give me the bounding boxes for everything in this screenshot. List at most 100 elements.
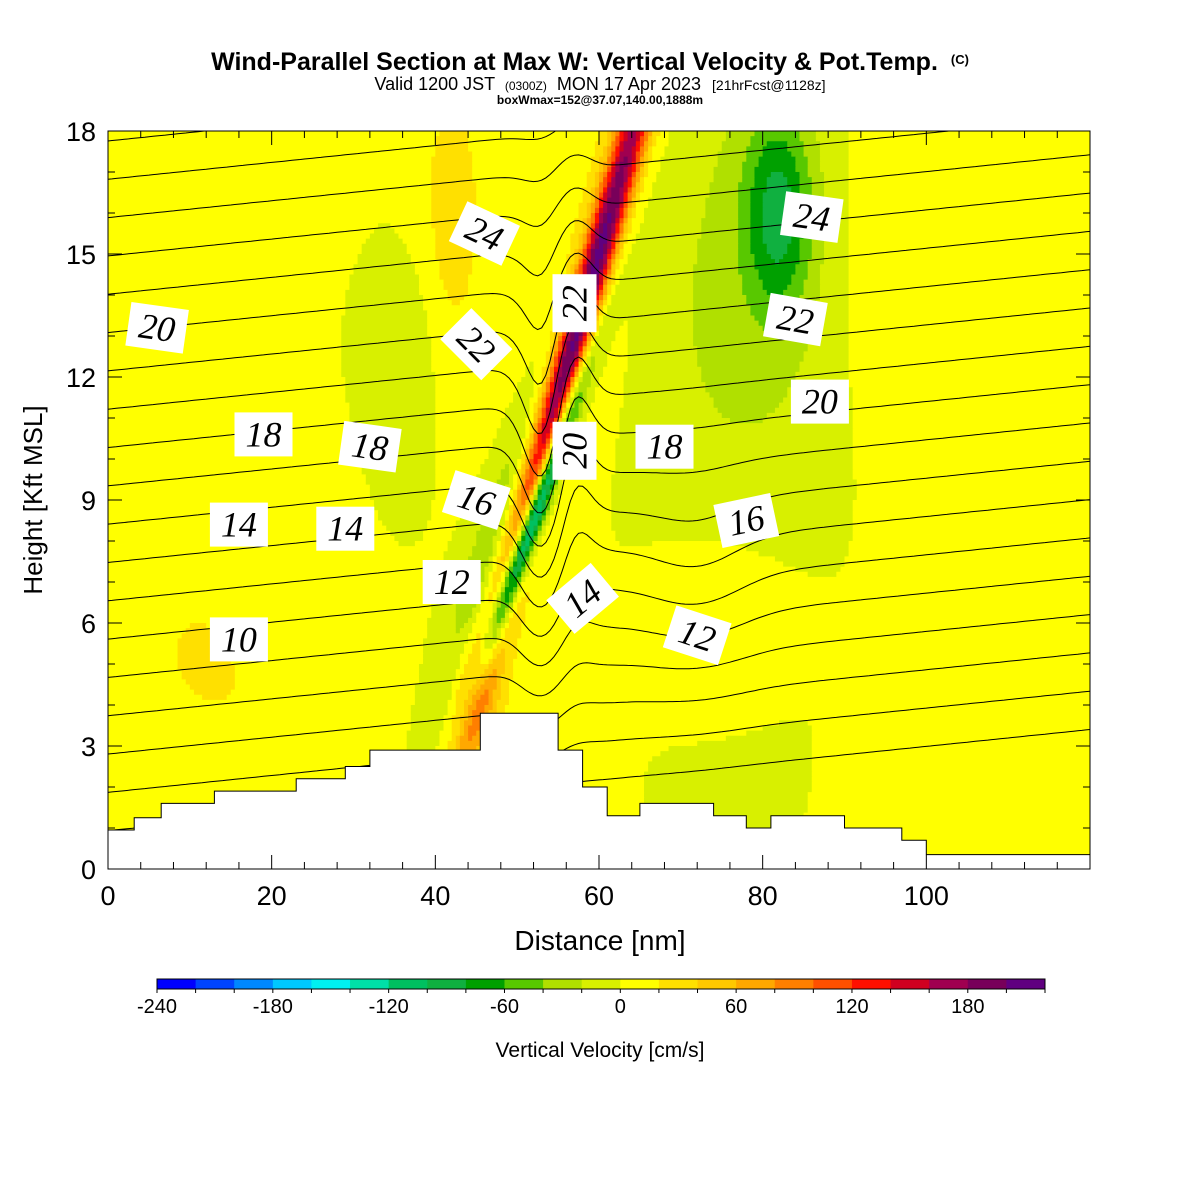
velocity-cell	[603, 172, 608, 178]
velocity-cell	[586, 397, 596, 404]
contour-label-text: 20	[802, 382, 838, 422]
velocity-cell	[488, 617, 494, 624]
velocity-cell	[108, 412, 351, 419]
velocity-cell	[541, 489, 547, 496]
colorbar-frame	[156, 978, 1046, 990]
velocity-cell	[472, 623, 490, 629]
velocity-cell	[468, 146, 596, 153]
velocity-cell	[852, 525, 1090, 532]
velocity-cell	[521, 541, 526, 547]
velocity-cell	[525, 438, 531, 445]
velocity-cell	[496, 551, 502, 557]
velocity-cell	[631, 177, 637, 183]
velocity-cell	[701, 366, 801, 373]
velocity-cell	[218, 633, 428, 639]
velocity-cell	[619, 156, 625, 163]
velocity-cell	[652, 141, 657, 147]
velocity-cell	[541, 484, 551, 491]
velocity-cell	[418, 279, 445, 286]
velocity-cell	[852, 438, 1090, 445]
velocity-cell	[545, 412, 551, 419]
velocity-cell	[619, 187, 625, 194]
velocity-cell	[533, 392, 539, 399]
velocity-cell	[525, 612, 1090, 619]
velocity-cell	[619, 233, 625, 240]
velocity-cell	[639, 156, 645, 163]
contour-label: 20	[790, 379, 849, 424]
velocity-cell	[562, 402, 567, 409]
velocity-cell	[762, 725, 813, 732]
velocity-cell	[639, 146, 645, 153]
velocity-cell	[549, 510, 555, 516]
velocity-cell	[660, 166, 715, 173]
contour-label-text: 14	[327, 509, 363, 549]
velocity-cell	[451, 725, 461, 732]
velocity-cell	[803, 141, 821, 147]
velocity-cell	[504, 597, 510, 604]
velocity-cell	[496, 633, 502, 639]
velocity-cell	[504, 510, 510, 516]
velocity-cell	[189, 623, 207, 629]
velocity-cell	[811, 735, 1090, 742]
velocity-cell	[341, 336, 432, 342]
velocity-cell	[627, 228, 633, 235]
velocity-cell	[762, 284, 788, 291]
velocity-cell	[463, 669, 486, 675]
velocity-cell	[108, 587, 436, 593]
velocity-cell	[586, 172, 596, 178]
velocity-cell	[443, 720, 453, 727]
velocity-cell	[607, 172, 612, 178]
velocity-cell	[504, 648, 518, 655]
velocity-cell	[521, 448, 526, 455]
colorbar-swatch	[272, 979, 312, 989]
velocity-cell	[517, 571, 522, 578]
velocity-cell	[623, 254, 629, 260]
velocity-cell	[668, 136, 727, 142]
velocity-cell	[586, 351, 592, 358]
velocity-cell	[451, 694, 457, 701]
velocity-cell	[590, 351, 608, 358]
velocity-cell	[431, 607, 457, 614]
velocity-cell	[701, 233, 739, 240]
velocity-cell	[521, 500, 526, 506]
velocity-cell	[599, 279, 604, 286]
velocity-cell	[545, 387, 551, 393]
velocity-cell	[623, 248, 633, 255]
velocity-cell	[586, 264, 592, 270]
velocity-cell	[574, 330, 580, 337]
velocity-cell	[603, 197, 608, 204]
velocity-cell	[738, 238, 751, 245]
velocity-cell	[545, 377, 551, 383]
velocity-cell	[488, 592, 494, 598]
velocity-cell	[611, 192, 621, 199]
velocity-cell	[525, 602, 1090, 609]
velocity-cell	[537, 525, 543, 532]
velocity-cell	[108, 720, 412, 727]
velocity-cell	[631, 207, 637, 214]
velocity-cell	[697, 740, 813, 747]
velocity-cell	[108, 351, 342, 358]
velocity-cell	[619, 254, 625, 260]
velocity-cell	[607, 141, 612, 147]
velocity-cell	[447, 289, 469, 296]
velocity-cell	[108, 484, 371, 491]
velocity-cell	[443, 551, 473, 557]
velocity-cell	[533, 561, 784, 568]
velocity-cell	[549, 505, 555, 511]
velocity-cell	[635, 192, 641, 199]
velocity-cell	[529, 453, 535, 460]
velocity-cell	[848, 218, 1090, 224]
velocity-cell	[492, 633, 498, 639]
velocity-cell	[468, 289, 559, 296]
velocity-cell	[562, 489, 612, 496]
velocity-cell	[586, 259, 592, 265]
velocity-cell	[603, 243, 608, 250]
velocity-cell	[615, 223, 621, 229]
velocity-cell	[537, 459, 543, 465]
velocity-cell	[230, 653, 424, 660]
velocity-cell	[537, 407, 543, 414]
velocity-cell	[599, 330, 616, 337]
velocity-cell	[476, 182, 588, 188]
velocity-cell	[508, 582, 518, 588]
velocity-cell	[508, 510, 514, 516]
